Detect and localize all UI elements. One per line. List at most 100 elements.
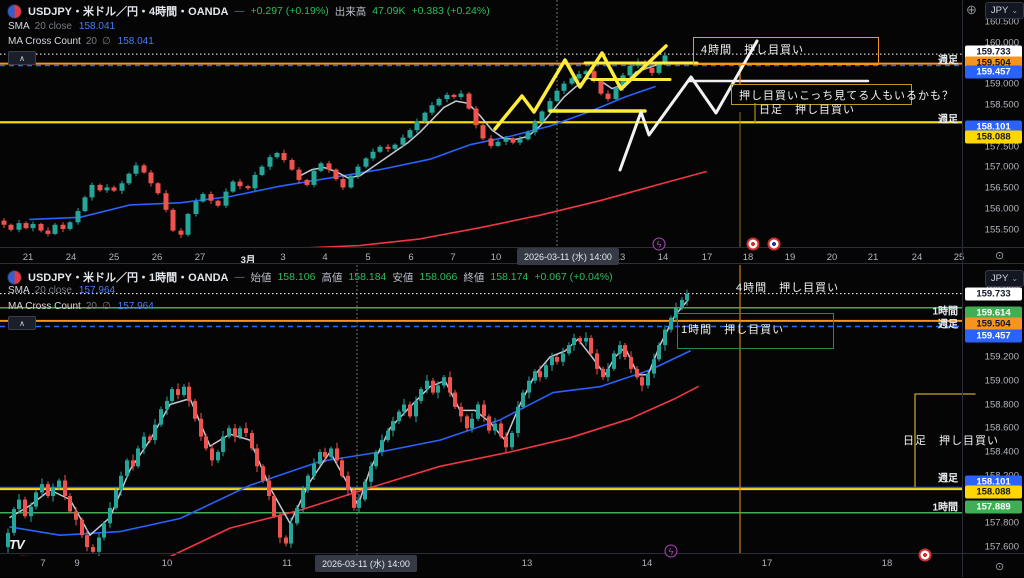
macc-label: MA Cross Count (8, 36, 81, 47)
oanda-logo (7, 3, 22, 19)
bottom-event-lightning-icon[interactable]: ϟ (664, 544, 678, 558)
candle (30, 223, 36, 229)
top-note-box-comment[interactable] (731, 84, 912, 105)
time-label: 26 (151, 252, 163, 263)
price-pill: 159.733 (965, 45, 1022, 59)
time-label: 27 (194, 252, 206, 263)
top-timezone-icon[interactable]: ⊙ (995, 250, 1005, 262)
level-side-label: 1時間 (932, 502, 958, 514)
time-label: 5 (365, 252, 371, 263)
candle (204, 436, 208, 449)
candle (34, 492, 38, 507)
candle (74, 511, 78, 520)
top-time-axis[interactable]: 21 24 25 26 27 3月 3 4 5 6 7 10 13 14 17 18 19 20 21 24 25 (0, 247, 1024, 266)
tradingview-logo[interactable]: TV (9, 537, 25, 552)
candle (436, 99, 442, 106)
top-volume-label: 出来高 (334, 5, 367, 18)
bottom-time-axis[interactable]: 7910111213141718 (0, 553, 1024, 578)
bottom-timezone-icon[interactable]: ⊙ (995, 561, 1005, 573)
candle (51, 487, 55, 496)
lightning-icon: ϟ (656, 239, 662, 249)
candle (170, 209, 176, 231)
candle (547, 101, 553, 112)
candle (221, 436, 225, 453)
candle (674, 308, 678, 318)
candle (663, 329, 667, 346)
bottom-event-flag-icon[interactable] (918, 548, 932, 562)
top-note-box-4h[interactable] (693, 37, 879, 65)
candle (227, 428, 231, 437)
candle (544, 365, 548, 378)
top-indicator-sma[interactable]: SMA 20 close 158.041 (8, 21, 115, 32)
candle (495, 141, 501, 146)
candle (572, 337, 576, 346)
top-note-comment[interactable]: 押し目買いこっち見てる人もいるかも？ (739, 90, 955, 102)
candle (46, 484, 50, 496)
compare-icon[interactable]: ⊕ (966, 2, 977, 17)
candle (363, 481, 367, 500)
sma-value: 157.964 (78, 285, 116, 296)
ohlc-toggle-icon[interactable]: — (234, 271, 245, 283)
candle (414, 400, 418, 417)
candle (45, 230, 51, 234)
ohlc-toggle-icon[interactable]: — (234, 5, 245, 17)
bottom-currency-selector[interactable]: JPY ⌄ (985, 270, 1024, 287)
candle (662, 55, 668, 63)
sma-params: 20 close (34, 285, 72, 296)
sma-label: SMA (8, 21, 30, 32)
bottom-note-box-1h[interactable] (677, 313, 834, 349)
candle (680, 299, 684, 309)
top-event-lightning-icon[interactable]: ϟ (652, 237, 666, 251)
candle (482, 404, 486, 417)
candle (444, 94, 450, 100)
price-axis[interactable]: 160.500 160.000 159.000 158.500 157.500 157.0… (962, 0, 1024, 577)
open-label: 始値 (250, 271, 272, 284)
candle (187, 386, 191, 401)
time-label: 24 (65, 252, 77, 263)
candle (623, 345, 627, 357)
bottom-note-daily[interactable]: 日足 押し目買い (903, 435, 999, 447)
time-label: 7 (40, 558, 46, 569)
level-side-label: 週足 (938, 473, 958, 485)
candle (595, 353, 599, 369)
time-label: 20 (826, 252, 838, 263)
time-label: 7 (450, 252, 456, 263)
bottom-note-4h[interactable]: 4時間 押し目買い (736, 282, 840, 294)
candle (414, 121, 420, 131)
top-note-daily[interactable]: 日足 押し目買い (759, 104, 855, 116)
candle (348, 175, 354, 188)
top-symbol-title[interactable]: USDJPY・米ドル／円・4時間・OANDA (28, 6, 229, 18)
top-indicator-macrosscount[interactable]: MA Cross Count 20 ∅ 158.041 (8, 36, 154, 47)
candle (261, 466, 265, 481)
top-event-jp-flag-icon[interactable] (746, 237, 760, 251)
candle (97, 537, 101, 552)
top-change: +0.297 (+0.19%) (250, 5, 329, 17)
bottom-symbol-title[interactable]: USDJPY・米ドル／円・1時間・OANDA (28, 272, 229, 284)
bottom-indicator-sma[interactable]: SMA 20 close 157.964 (8, 285, 115, 296)
candle (355, 166, 361, 176)
top-pane-collapse-button[interactable]: ∧ (8, 51, 36, 65)
top-event-us-flag-icon[interactable] (767, 237, 781, 251)
bottom-note-1h[interactable]: 1時間 押し目買い (681, 324, 785, 336)
candle (85, 535, 89, 548)
top-note-4h[interactable]: 4時間 押し目買い (701, 44, 805, 56)
candle (448, 377, 452, 393)
bottom-pane-collapse-button[interactable]: ∧ (8, 316, 36, 330)
sma-params: 20 close (34, 21, 72, 32)
candle (80, 519, 84, 536)
candle (419, 389, 423, 401)
candle (131, 460, 135, 467)
candle (178, 230, 184, 235)
candle (525, 132, 531, 140)
candle (274, 152, 280, 158)
top-currency-selector[interactable]: JPY ⌄ (985, 2, 1024, 19)
panel-divider[interactable] (0, 263, 1024, 264)
level-side-label: 1時間 (932, 306, 958, 318)
candle (392, 144, 398, 149)
candle (176, 389, 180, 395)
candle (259, 166, 265, 175)
candle (125, 460, 129, 476)
candle (402, 404, 406, 412)
candle (1, 220, 7, 225)
bottom-indicator-macrosscount[interactable]: MA Cross Count 20 ∅ 157.964 (8, 301, 154, 312)
